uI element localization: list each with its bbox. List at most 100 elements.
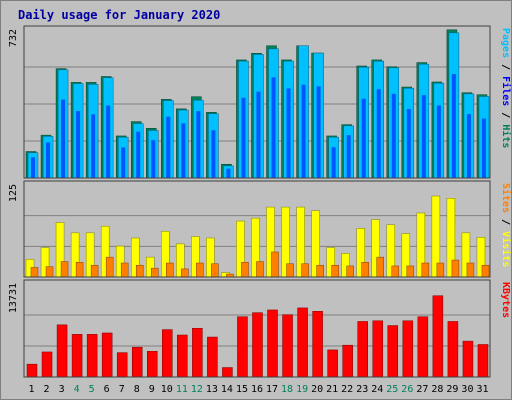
sites-bar xyxy=(30,267,39,278)
day-tick-label: 16 xyxy=(251,384,263,395)
files-bar xyxy=(271,77,276,178)
day-tick-label: 10 xyxy=(161,384,173,395)
kbytes-bar xyxy=(177,334,188,378)
day-tick-label: 24 xyxy=(371,384,383,395)
panel-1-series-label: Pages / Files / Hits xyxy=(500,28,512,148)
kbytes-bar xyxy=(462,340,474,378)
day-tick-label: 19 xyxy=(296,384,308,395)
kbytes-bar xyxy=(192,327,203,378)
kbytes-bar xyxy=(56,324,68,378)
sites-bar xyxy=(135,264,144,278)
files-bar xyxy=(391,93,396,178)
day-tick-label: 26 xyxy=(401,384,413,395)
day-tick-label: 31 xyxy=(476,384,488,395)
sites-bar xyxy=(60,261,69,278)
panel-2-series-label: Sites / Visits xyxy=(500,183,512,267)
files-bar xyxy=(46,142,51,178)
files-bar xyxy=(481,118,486,178)
sites-bar xyxy=(151,267,159,278)
day-tick-label: 11 xyxy=(176,384,188,395)
sites-bar xyxy=(436,262,445,278)
kbytes-bar xyxy=(342,344,353,378)
day-tick-label: 1 xyxy=(29,384,35,395)
series-label-part: Visits xyxy=(500,231,512,267)
files-bar xyxy=(286,88,291,178)
files-bar xyxy=(76,111,81,178)
kbytes-bar xyxy=(447,321,459,378)
panel-1-ymax-label: 732 xyxy=(8,29,19,47)
files-bar xyxy=(91,114,96,178)
panel-3-ymax-label: 13731 xyxy=(8,283,19,313)
series-label-part: / xyxy=(500,106,511,124)
kbytes-bar xyxy=(477,344,489,378)
kbytes-bar xyxy=(297,307,308,378)
day-tick-label: 18 xyxy=(281,384,293,395)
files-bar xyxy=(361,98,366,178)
sites-bar xyxy=(181,268,189,278)
day-tick-label: 17 xyxy=(266,384,278,395)
day-tick-label: 13 xyxy=(206,384,218,395)
day-tick-label: 28 xyxy=(431,384,443,395)
series-label-part: Sites xyxy=(500,183,512,213)
files-bar xyxy=(301,84,306,178)
sites-bar xyxy=(346,265,354,278)
kbytes-bar xyxy=(432,295,444,378)
sites-bar xyxy=(376,256,384,278)
files-bar xyxy=(61,99,66,178)
sites-bar xyxy=(271,251,279,278)
files-bar xyxy=(451,74,456,178)
day-tick-label: 29 xyxy=(446,384,458,395)
day-tick-label: 3 xyxy=(59,384,65,395)
files-bar xyxy=(196,111,201,178)
day-tick-label: 23 xyxy=(356,384,368,395)
files-bar xyxy=(181,123,186,178)
files-bar xyxy=(436,105,441,178)
kbytes-bar xyxy=(252,312,263,378)
kbytes-bar xyxy=(357,321,368,378)
files-bar xyxy=(31,157,35,178)
sites-bar xyxy=(361,262,369,278)
sites-bar xyxy=(241,262,249,278)
files-bar xyxy=(151,140,156,178)
series-label-part: Files xyxy=(500,76,512,106)
files-bar xyxy=(136,131,141,178)
day-tick-label: 12 xyxy=(191,384,203,395)
kbytes-bar xyxy=(26,363,38,378)
kbytes-bar xyxy=(41,351,53,378)
series-label-part: / xyxy=(500,213,511,231)
files-bar xyxy=(166,116,171,178)
sites-bar xyxy=(301,263,309,278)
kbytes-bar xyxy=(402,320,414,378)
files-bar xyxy=(256,91,261,178)
day-tick-label: 9 xyxy=(149,384,155,395)
files-bar xyxy=(316,86,321,178)
day-tick-label: 14 xyxy=(221,384,233,395)
kbytes-bar xyxy=(71,334,83,378)
day-tick-label: 5 xyxy=(89,384,95,395)
sites-bar xyxy=(90,264,99,278)
kbytes-bar xyxy=(387,325,399,378)
series-label-part: Hits xyxy=(500,124,512,148)
panel-3-series-label: KBytes xyxy=(500,282,511,318)
sites-bar xyxy=(105,256,114,278)
files-bar xyxy=(466,114,471,178)
kbytes-bar xyxy=(267,309,278,378)
kbytes-bar xyxy=(207,336,218,378)
sites-bar xyxy=(391,265,400,278)
day-tick-label: 30 xyxy=(461,384,473,395)
day-tick-label: 20 xyxy=(311,384,323,395)
day-tick-label: 4 xyxy=(74,384,80,395)
chart-title: Daily usage for January 2020 xyxy=(18,8,221,22)
files-bar xyxy=(421,95,426,178)
kbytes-bar xyxy=(237,316,248,378)
files-bar xyxy=(226,168,231,178)
series-label-part: Pages xyxy=(500,28,511,58)
kbytes-bar xyxy=(312,311,323,378)
files-bar xyxy=(106,105,111,178)
day-tick-label: 15 xyxy=(236,384,248,395)
files-bar xyxy=(346,135,351,178)
day-tick-label: 22 xyxy=(341,384,353,395)
files-bar xyxy=(376,89,381,178)
day-tick-label: 8 xyxy=(134,384,140,395)
